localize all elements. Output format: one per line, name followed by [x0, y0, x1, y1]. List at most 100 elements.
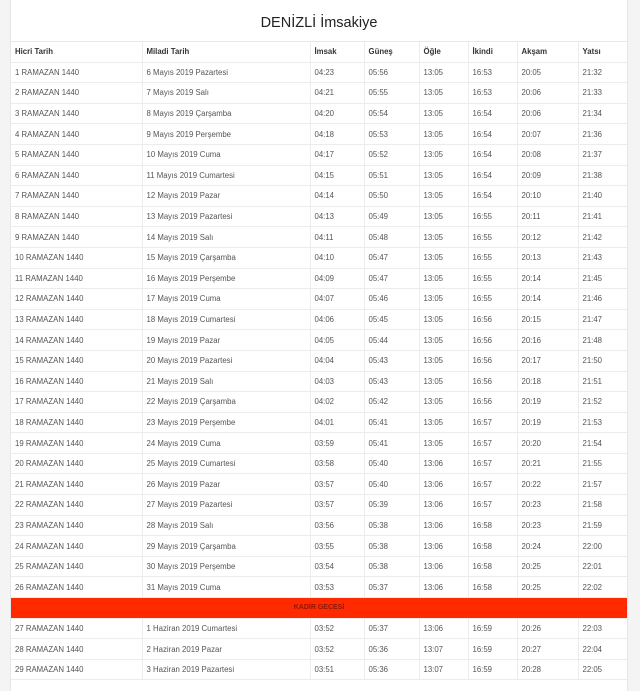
- table-row: 28 RAMAZAN 1440 2 Haziran 2019 Pazar 03:52…: [11, 638, 627, 660]
- cell-miladi-tarih: 6 Mayıs 2019 Pazartesi: [142, 62, 311, 84]
- cell-miladi-tarih: 16 Mayıs 2019 Perşembe: [142, 268, 311, 290]
- cell-imsak: 04:14: [310, 185, 365, 207]
- cell-ikindi: 16:54: [468, 144, 518, 166]
- table-row: 8 RAMAZAN 1440 13 Mayıs 2019 Pazartesi 04:…: [11, 206, 627, 228]
- cell-aksam: 20:21: [517, 453, 579, 475]
- cell-gunes: 05:56: [364, 62, 420, 84]
- cell-hicri-tarih: 6 RAMAZAN 1440: [11, 165, 143, 187]
- cell-miladi-tarih: 28 Mayıs 2019 Salı: [142, 515, 311, 537]
- cell-gunes: 05:53: [364, 123, 420, 145]
- cell-yatsi: 21:40: [578, 185, 627, 207]
- cell-aksam: 20:25: [517, 556, 579, 578]
- cell-hicri-tarih: 19 RAMAZAN 1440: [11, 432, 143, 454]
- cell-hicri-tarih: 25 RAMAZAN 1440: [11, 556, 143, 578]
- cell-ikindi: 16:56: [468, 371, 518, 393]
- cell-yatsi: 21:57: [578, 473, 627, 496]
- cell-ogle: 13:07: [419, 638, 469, 660]
- cell-gunes: 05:42: [364, 391, 420, 413]
- cell-miladi-tarih: 18 Mayıs 2019 Cumartesi: [142, 309, 311, 331]
- cell-ikindi: 16:58: [468, 556, 518, 578]
- cell-hicri-tarih: 1 RAMAZAN 1440: [11, 62, 143, 84]
- imsakiye-panel: DENİZLİ İmsakiye Hicri Tarih Miladi Tarih…: [10, 0, 628, 691]
- cell-ikindi: 16:57: [468, 432, 518, 454]
- cell-gunes: 05:44: [364, 329, 420, 351]
- column-header-hicri-tarih: Hicri Tarih: [11, 42, 143, 63]
- cell-gunes: 05:55: [364, 82, 420, 104]
- cell-miladi-tarih: 29 Mayıs 2019 Çarşamba: [142, 535, 311, 557]
- cell-imsak: 04:04: [310, 350, 365, 372]
- cell-gunes: 05:37: [364, 576, 420, 599]
- cell-yatsi: 21:54: [578, 432, 627, 454]
- cell-ikindi: 16:54: [468, 165, 518, 187]
- cell-hicri-tarih: 18 RAMAZAN 1440: [11, 412, 143, 434]
- cell-gunes: 05:39: [364, 494, 420, 516]
- table-row: 29 RAMAZAN 1440 3 Haziran 2019 Pazartesi 0…: [11, 659, 627, 681]
- cell-yatsi: 21:42: [578, 226, 627, 248]
- cell-miladi-tarih: 21 Mayıs 2019 Salı: [142, 371, 311, 393]
- cell-yatsi: 21:38: [578, 165, 627, 187]
- cell-miladi-tarih: 30 Mayıs 2019 Perşembe: [142, 556, 311, 578]
- cell-yatsi: 22:03: [578, 618, 627, 640]
- cell-ogle: 13:05: [419, 288, 469, 310]
- cell-aksam: 20:06: [517, 82, 579, 104]
- cell-ogle: 13:05: [419, 247, 469, 269]
- cell-ikindi: 16:57: [468, 473, 518, 496]
- cell-miladi-tarih: 27 Mayıs 2019 Pazartesi: [142, 494, 311, 516]
- cell-aksam: 20:17: [517, 350, 579, 372]
- cell-aksam: 20:13: [517, 247, 579, 269]
- table-row: 20 RAMAZAN 1440 25 Mayıs 2019 Cumartesi 03…: [11, 453, 627, 475]
- cell-imsak: 03:59: [310, 432, 365, 454]
- column-header-ogle: Öğle: [419, 42, 469, 63]
- cell-ogle: 13:06: [419, 453, 469, 475]
- cell-imsak: 04:06: [310, 309, 365, 331]
- cell-ogle: 13:05: [419, 82, 469, 104]
- cell-miladi-tarih: 1 Haziran 2019 Cumartesi: [142, 618, 311, 640]
- cell-imsak: 03:56: [310, 515, 365, 537]
- cell-miladi-tarih: 20 Mayıs 2019 Pazartesi: [142, 350, 311, 372]
- cell-yatsi: 21:58: [578, 494, 627, 516]
- cell-miladi-tarih: 23 Mayıs 2019 Perşembe: [142, 412, 311, 434]
- cell-yatsi: 21:50: [578, 350, 627, 372]
- cell-imsak: 04:20: [310, 103, 365, 125]
- cell-yatsi: 21:34: [578, 103, 627, 125]
- cell-hicri-tarih: 12 RAMAZAN 1440: [11, 288, 143, 310]
- cell-gunes: 05:45: [364, 309, 420, 331]
- table-row: 17 RAMAZAN 1440 22 Mayıs 2019 Çarşamba 04:…: [11, 391, 627, 413]
- cell-ikindi: 16:55: [468, 206, 518, 228]
- cell-yatsi: 21:52: [578, 391, 627, 413]
- cell-miladi-tarih: 11 Mayıs 2019 Cumartesi: [142, 165, 311, 187]
- cell-gunes: 05:38: [364, 556, 420, 578]
- table-row: 7 RAMAZAN 1440 12 Mayıs 2019 Pazar 04:14 05…: [11, 185, 627, 207]
- table-row: 19 RAMAZAN 1440 24 Mayıs 2019 Cuma 03:59 05…: [11, 432, 627, 454]
- table-row: 23 RAMAZAN 1440 28 Mayıs 2019 Salı 03:56 05…: [11, 515, 627, 537]
- cell-ogle: 13:06: [419, 618, 469, 640]
- column-header-aksam: Akşam: [517, 42, 579, 63]
- cell-ikindi: 16:53: [468, 82, 518, 104]
- cell-gunes: 05:47: [364, 268, 420, 290]
- cell-imsak: 03:52: [310, 618, 365, 640]
- cell-ogle: 13:05: [419, 371, 469, 393]
- cell-yatsi: 21:45: [578, 268, 627, 290]
- cell-hicri-tarih: 9 RAMAZAN 1440: [11, 226, 143, 248]
- table-row: 21 RAMAZAN 1440 26 Mayıs 2019 Pazar 03:57 0…: [11, 473, 627, 496]
- cell-ikindi: 16:54: [468, 103, 518, 125]
- cell-aksam: 20:23: [517, 494, 579, 516]
- cell-ikindi: 16:57: [468, 412, 518, 434]
- cell-aksam: 20:05: [517, 62, 579, 84]
- cell-yatsi: 21:47: [578, 309, 627, 331]
- cell-hicri-tarih: 23 RAMAZAN 1440: [11, 515, 143, 537]
- cell-hicri-tarih: 4 RAMAZAN 1440: [11, 123, 143, 145]
- cell-miladi-tarih: 19 Mayıs 2019 Pazar: [142, 329, 311, 351]
- cell-gunes: 05:46: [364, 288, 420, 310]
- cell-yatsi: 21:51: [578, 371, 627, 393]
- cell-hicri-tarih: 11 RAMAZAN 1440: [11, 268, 143, 290]
- cell-yatsi: 22:02: [578, 576, 627, 599]
- cell-hicri-tarih: 3 RAMAZAN 1440: [11, 103, 143, 125]
- cell-aksam: 20:07: [517, 123, 579, 145]
- cell-imsak: 03:57: [310, 494, 365, 516]
- cell-ogle: 13:05: [419, 268, 469, 290]
- cell-hicri-tarih: 27 RAMAZAN 1440: [11, 618, 143, 640]
- cell-imsak: 04:01: [310, 412, 365, 434]
- column-header-yatsi: Yatsı: [578, 42, 627, 63]
- table-row: 3 RAMAZAN 1440 8 Mayıs 2019 Çarşamba 04:20…: [11, 103, 627, 125]
